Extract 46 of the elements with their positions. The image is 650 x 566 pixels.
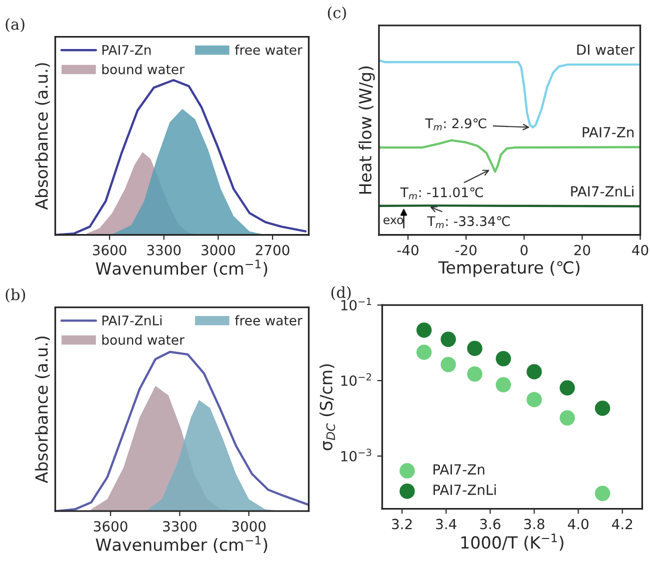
- x-axis-title: 1000/T (K$^{−1}$): [461, 534, 564, 551]
- y-axis-title: σ$_{DC}$ (S/cm): [320, 364, 336, 450]
- x-tick-label: 3300: [147, 244, 181, 256]
- legend-label: PAI7-ZnLi: [102, 315, 162, 326]
- x-tick-label: 40: [632, 244, 648, 256]
- chart-title: (d): [331, 286, 351, 300]
- x-tick-label: 20: [574, 244, 590, 256]
- x-axis-title: Temperature (℃): [438, 260, 580, 277]
- x-tick-label: -40: [397, 244, 418, 256]
- chart-title: (b): [6, 288, 26, 302]
- legend-label: PAI7-Zn: [434, 464, 484, 474]
- legend-label: PAI7-ZnLi: [434, 484, 496, 495]
- series-label: PAI7-Zn: [582, 127, 634, 138]
- x-tick-label: -20: [455, 244, 476, 256]
- x-tick-label: 3.8: [524, 518, 544, 530]
- x-tick-label: 3000: [232, 521, 266, 532]
- x-tick-label: 4.2: [612, 518, 632, 530]
- series-label: PAI7-ZnLi: [571, 186, 634, 196]
- legend-label: PAI7-Zn: [102, 45, 151, 55]
- x-tick-label: 3300: [163, 521, 196, 532]
- x-tick-label: 0: [520, 244, 528, 256]
- legend-label: free water: [234, 44, 302, 55]
- x-axis-title: Wavenumber (cm$^{−1}$): [96, 536, 268, 553]
- chart-title: (a): [6, 18, 24, 32]
- x-tick-label: 3600: [94, 521, 128, 532]
- x-tick-label: 2700: [256, 244, 290, 256]
- annotation: T$_{m}$: -33.34℃: [427, 216, 510, 228]
- series-label: DI water: [577, 44, 635, 55]
- x-tick-label: 3.2: [392, 518, 412, 530]
- chart-title: (c): [328, 6, 346, 20]
- y-axis-title: Heat flow (W/g): [358, 66, 375, 194]
- legend-label: bound water: [102, 334, 184, 345]
- x-tick-label: 3600: [92, 244, 126, 256]
- y-axis-title: Absorbance (a.u.): [34, 336, 50, 484]
- x-tick-label: 3000: [202, 244, 235, 256]
- annotation: T$_{m}$: -11.01℃: [400, 187, 483, 200]
- y-axis-title: Absorbance (a.u.): [34, 63, 50, 210]
- x-axis-title: Wavenumber (cm$^{−1}$): [96, 260, 268, 277]
- x-tick-label: 4.0: [568, 518, 588, 530]
- y-tick-label: 10$^{−3}$: [341, 448, 372, 462]
- x-tick-label: 3.6: [480, 518, 500, 530]
- annotation: T$_{m}$: 2.9℃: [425, 118, 486, 130]
- y-tick-label: 10$^{−2}$: [341, 373, 372, 386]
- legend-label: free water: [234, 315, 302, 326]
- x-tick-label: 3.4: [436, 518, 456, 530]
- legend-label: bound water: [102, 64, 184, 74]
